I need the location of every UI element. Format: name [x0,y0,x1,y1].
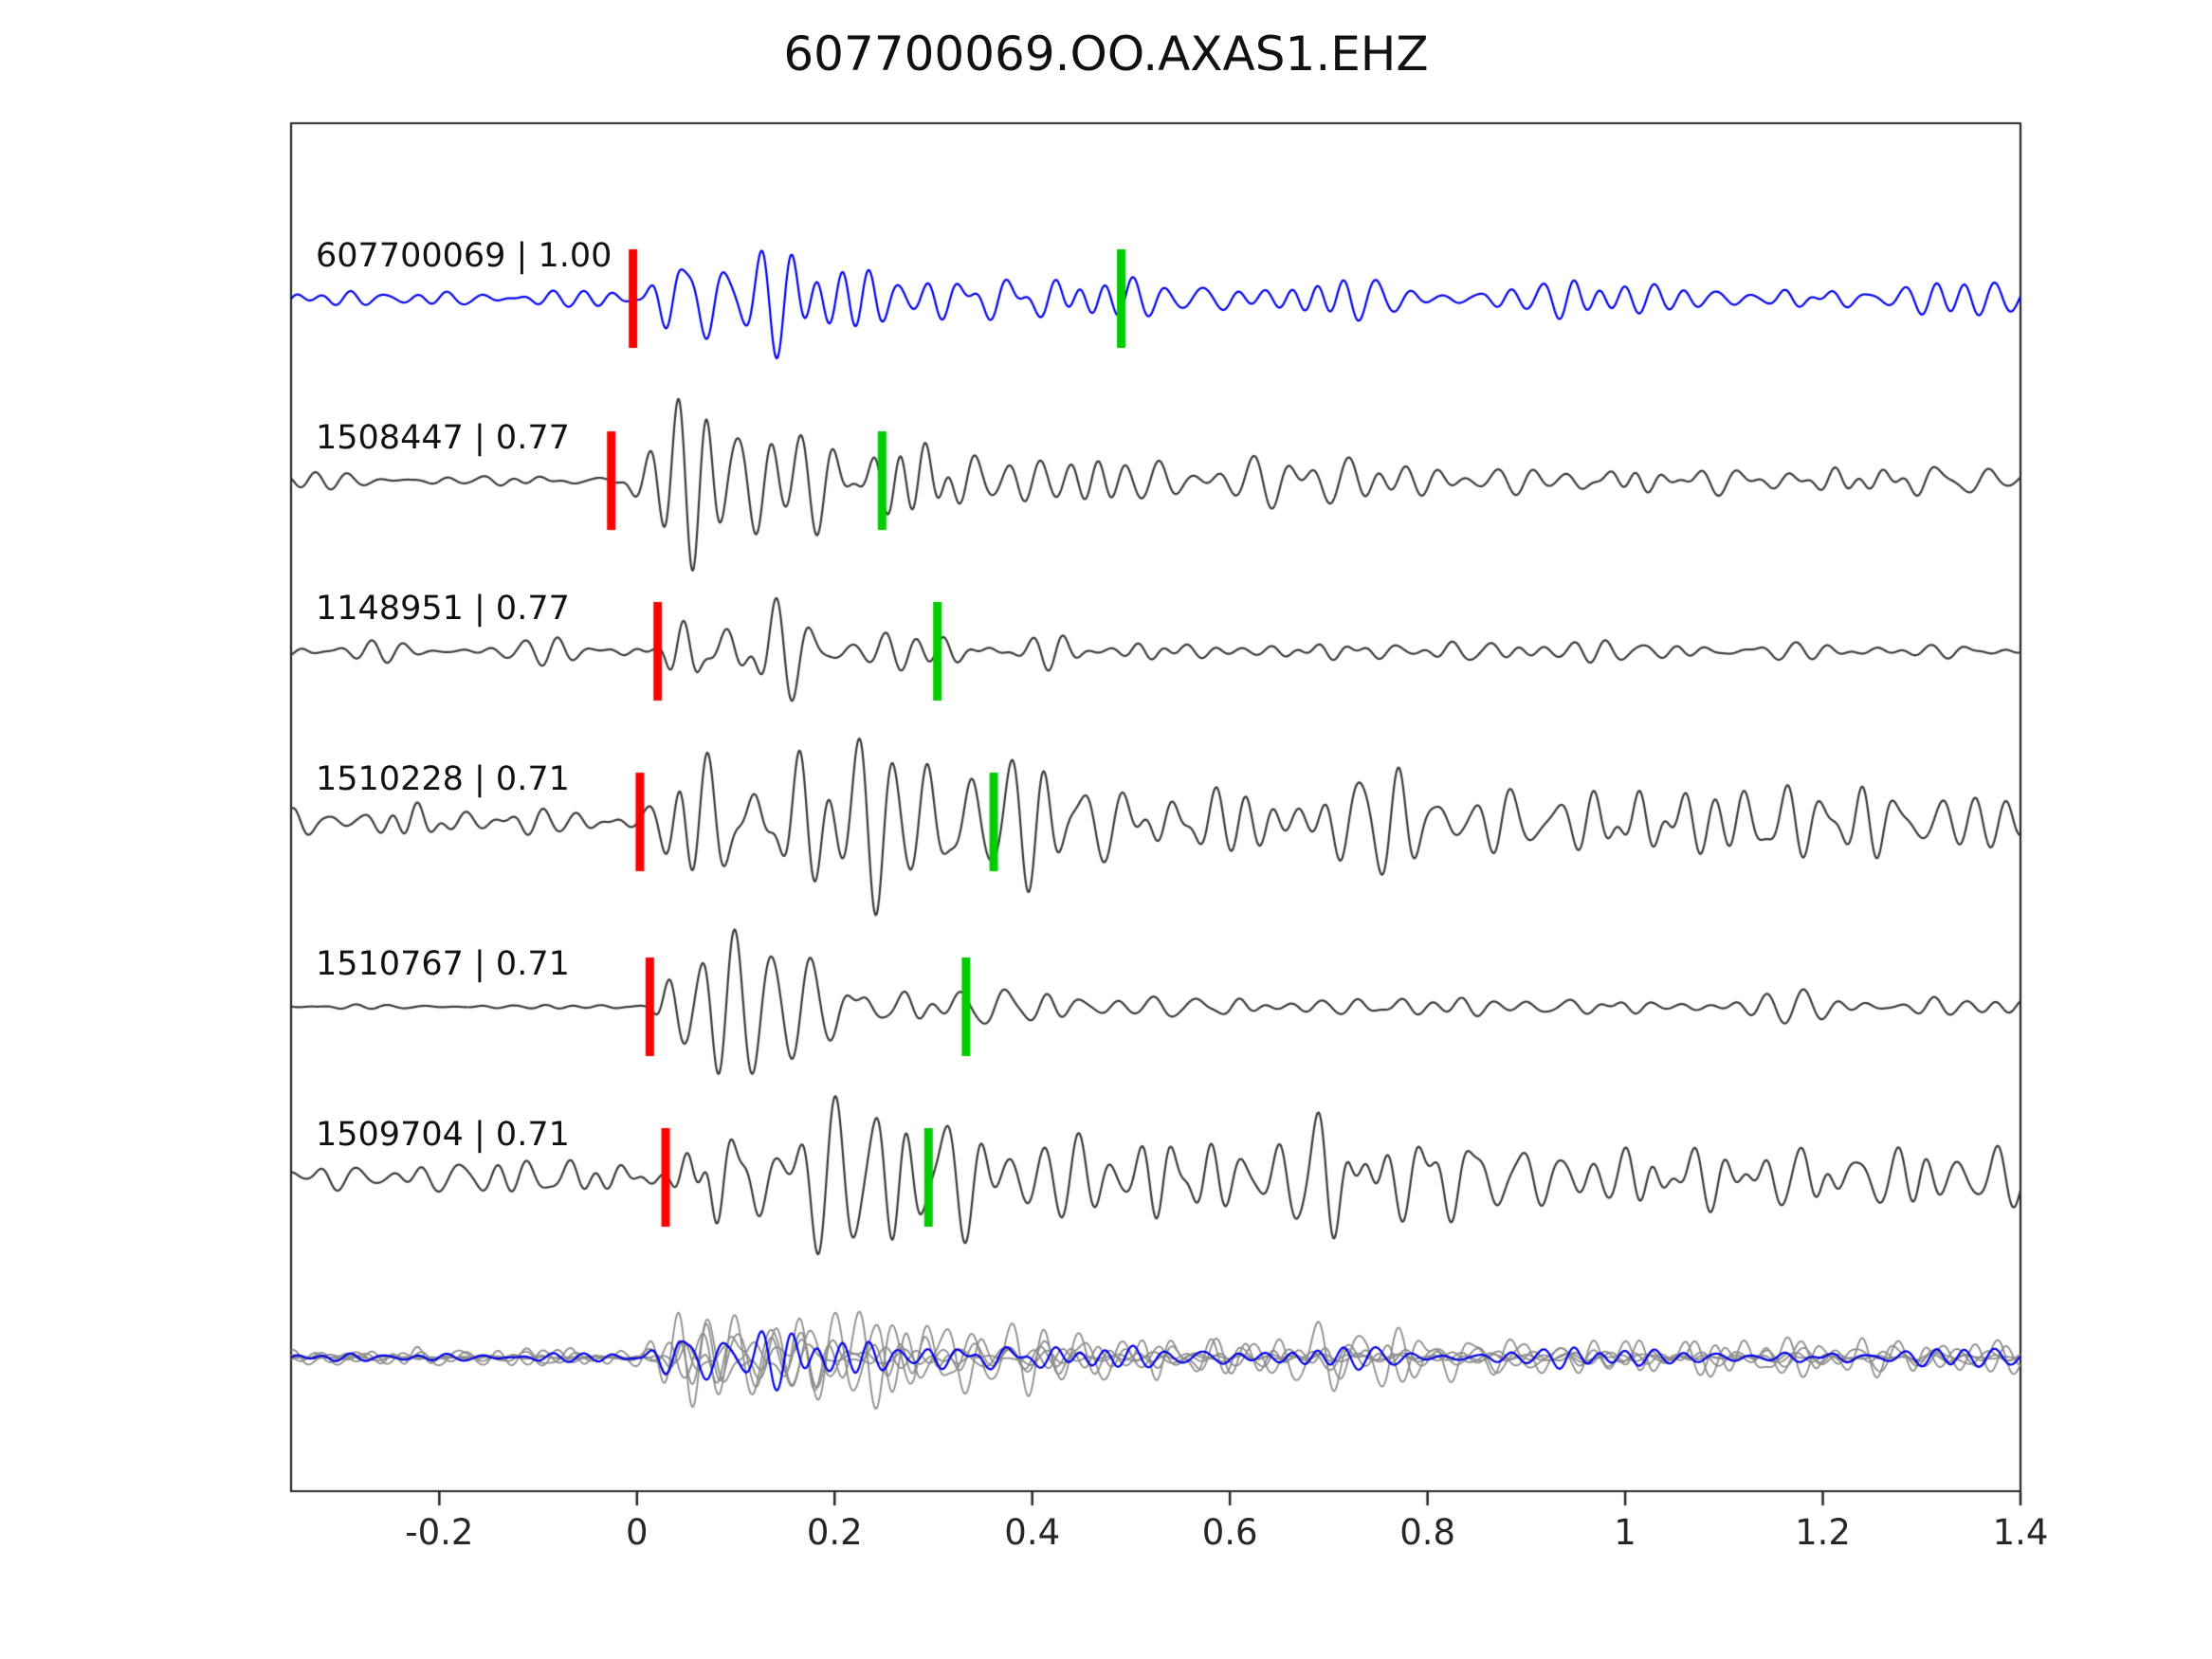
trace-label-1510228: 1510228 | 0.71 [316,760,570,798]
x-tick-label-1: 1 [1614,1512,1636,1553]
x-tick-label-0.2: 0.2 [806,1512,863,1553]
x-tick-label-1.2: 1.2 [1795,1512,1851,1553]
chart-title: 607700069.OO.AXAS1.EHZ [783,27,1429,82]
trace-label-1148951: 1148951 | 0.77 [316,590,570,628]
x-tick-label-0: 0 [626,1512,649,1553]
x-tick-label--0.2: -0.2 [405,1512,474,1553]
trace-label-1508447: 1508447 | 0.77 [316,419,570,457]
x-tick-label-0.8: 0.8 [1399,1512,1456,1553]
trace-label-1509704: 1509704 | 0.71 [316,1116,570,1154]
x-tick-label-1.4: 1.4 [1992,1512,2049,1553]
trace-label-1510767: 1510767 | 0.71 [316,945,570,983]
x-tick-label-0.6: 0.6 [1201,1512,1258,1553]
x-tick-label-0.4: 0.4 [1004,1512,1061,1553]
trace-label-607700069: 607700069 | 1.00 [316,237,612,275]
